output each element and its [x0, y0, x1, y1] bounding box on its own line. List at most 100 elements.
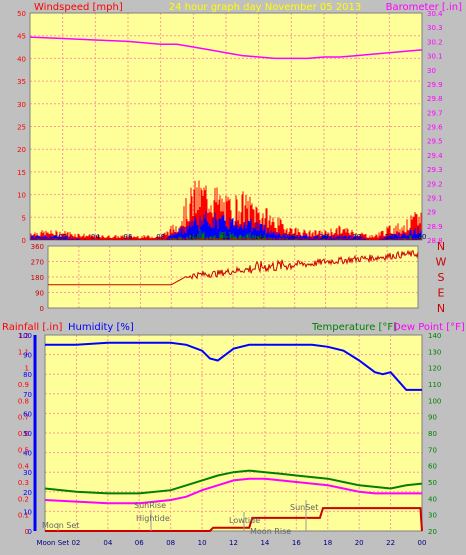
rainfall-tick-label: 0.9	[18, 381, 29, 389]
dewpoint-axis-title: Dew Point [°F]	[393, 322, 465, 333]
temperature-tick-label: 30	[428, 512, 437, 520]
temperature-tick-label: 70	[428, 446, 437, 454]
barometer-tick-label: 29.4	[427, 152, 443, 160]
barometer-tick-label: 29.8	[427, 95, 443, 103]
chart-title: 24 hour graph day November 05 2013	[169, 2, 362, 13]
panel1-x-tick-label: 22	[385, 233, 394, 241]
humidity-tick-label: 50	[23, 430, 32, 438]
barometer-tick-label: 29.6	[427, 124, 443, 132]
humidity-axis-ticks: 0 10 20 30 40 50 60 70 80 90 100	[19, 332, 37, 536]
rainfall-tick-label: 0.7	[18, 414, 29, 422]
windspeed-tick-label: 25	[17, 124, 26, 132]
panel1-x-tick-label: 08	[156, 233, 165, 241]
panel3-x-tick-label: 20	[355, 539, 364, 547]
barometer-tick-label: 29.7	[427, 109, 443, 117]
barometer-tick-label: 28.8	[427, 237, 443, 245]
humidity-tick-label: 20	[23, 489, 32, 497]
rainfall-tick-label: 0.3	[18, 479, 29, 487]
annotation-moon-rise: Moon Rise	[250, 527, 291, 536]
panel1-x-tick-label: 12	[222, 233, 231, 241]
rainfall-tick-label: 0	[25, 528, 29, 536]
rainfall-tick-label: 0.6	[18, 430, 30, 438]
wind-direction-tick-label: 180	[31, 274, 44, 282]
barometer-tick-label: 30.1	[427, 53, 443, 61]
rainfall-axis-ticks: 0 0.1 0.2 0.3 0.4 0.5 0.6 0.7 0.8 0.9 1 1.1 1.2	[18, 332, 30, 536]
wind-direction-tick-label: 270	[31, 259, 44, 267]
windspeed-axis-title: Windspeed [mph]	[34, 2, 123, 13]
humidity-axis-title: Humidity [%]	[68, 322, 134, 333]
windspeed-tick-label: 20	[17, 146, 26, 154]
annotation-sunset: SunSet	[290, 503, 318, 512]
wind-direction-tick-label: 360	[31, 243, 44, 251]
temperature-tick-label: 80	[428, 430, 437, 438]
temperature-tick-label: 60	[428, 463, 437, 471]
panel3-x-tick-label: 22	[386, 539, 395, 547]
windspeed-tick-label: 35	[17, 78, 26, 86]
windspeed-tick-label: 50	[17, 10, 26, 18]
temperature-axis-ticks: 20 30 40 50 60 70 80 90 100 110 120 130 140	[428, 332, 441, 536]
wind-direction-tick-label: 90	[35, 290, 44, 298]
annotation-lowtide: Lowtide	[229, 516, 260, 525]
wind-direction-line	[48, 249, 419, 286]
panel3-x-tick-label: 04	[103, 539, 112, 547]
panel3-x-tick-label: 12	[229, 539, 238, 547]
windspeed-tick-label: 45	[17, 33, 26, 41]
wind-direction-axis-ticks: 0 90 180 270 360	[31, 243, 44, 313]
barometer-tick-label: 28.9	[427, 223, 443, 231]
panel1-x-tick-label: 14	[254, 233, 263, 241]
barometer-axis-ticks: 28.8 28.9 29 29.1 29.2 29.3 29.4 29.5 29.6 29.7 29…	[427, 10, 443, 245]
panel3-x-tick-label: 00	[418, 539, 427, 547]
panel1-x-tick-label: 02	[58, 233, 67, 241]
temperature-tick-label: 90	[428, 414, 437, 422]
panel3-x-tick-label: 06	[135, 539, 144, 547]
barometer-axis-title: Barometer [.in]	[386, 2, 462, 13]
windspeed-axis-ticks: 0 5 10 15 20 25 30 35 40 45 50	[17, 10, 26, 245]
humidity-tick-label: 80	[23, 371, 32, 379]
rainfall-tick-label: 0.5	[18, 446, 29, 454]
panel1-x-tick-label: 06	[124, 233, 133, 241]
windspeed-series	[30, 180, 422, 240]
rainfall-tick-label: 0.4	[18, 463, 30, 471]
temperature-tick-label: 50	[428, 479, 437, 487]
humidity-line	[45, 341, 422, 391]
barometer-tick-label: 29.5	[427, 138, 443, 146]
barometer-tick-label: 29.2	[427, 180, 443, 188]
temperature-tick-label: 130	[428, 348, 441, 356]
annotation-sunrise: SunRise	[134, 501, 166, 510]
panel3-x-tick-label: 08	[166, 539, 175, 547]
panel1-x-tick-label: 10	[189, 233, 198, 241]
humidity-tick-label: 10	[23, 508, 32, 516]
panel1-x-tick-label: 04	[91, 233, 100, 241]
panel3-x-tick-label: 16	[292, 539, 301, 547]
annotation-moon-set: Moon Set	[42, 521, 79, 530]
panel3-x-tick-label: 14	[260, 539, 269, 547]
temperature-line	[44, 469, 423, 495]
windspeed-tick-label: 5	[22, 214, 26, 222]
rainfall-tick-label: 1	[25, 365, 29, 373]
humidity-tick-label: 60	[23, 410, 32, 418]
barometer-tick-label: 30.4	[427, 10, 443, 18]
wind-direction-series	[48, 249, 419, 286]
annotation-hightide: Hightide	[136, 514, 170, 523]
windspeed-tick-label: 10	[17, 192, 26, 200]
dewpoint-line	[44, 477, 422, 505]
panel1-x-tick-label: 16	[287, 233, 296, 241]
panel1-x-tick-label: 20	[352, 233, 361, 241]
panel3-plot-border	[44, 334, 423, 532]
humidity-tick-label: 0	[28, 528, 32, 536]
temperature-tick-label: 120	[428, 365, 441, 373]
rainfall-tick-label: 1.2	[18, 332, 29, 340]
humidity-tick-label: 40	[23, 450, 32, 458]
rainfall-tick-label: 1.1	[18, 348, 29, 356]
temperature-axis-title: Temperature [°F]	[311, 322, 397, 333]
compass-label: N	[437, 302, 445, 315]
rainfall-axis-title: Rainfall [.in]	[2, 322, 63, 333]
barometer-series	[29, 36, 423, 60]
humidity-tick-label: 100	[19, 332, 32, 340]
temperature-tick-label: 140	[428, 332, 441, 340]
rainfall-tick-label: 0.1	[18, 512, 29, 520]
